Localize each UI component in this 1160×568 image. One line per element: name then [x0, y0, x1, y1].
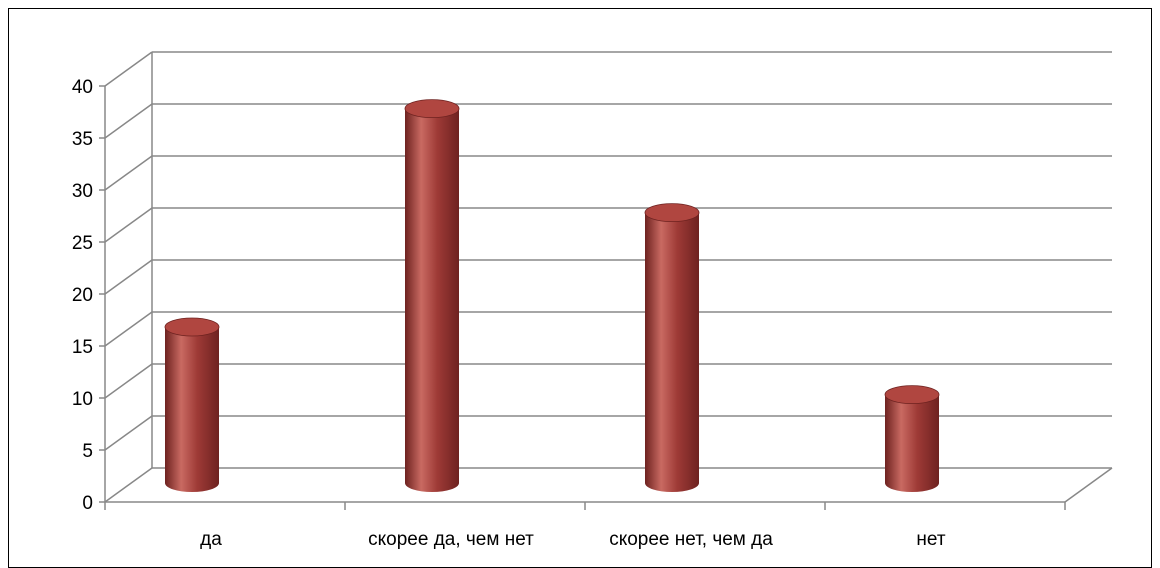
bar: [644, 203, 700, 492]
floor-edge: [1064, 467, 1113, 503]
bar-top: [884, 385, 940, 405]
gridline-side: [104, 311, 153, 347]
gridline-side: [104, 155, 153, 191]
bar: [884, 385, 940, 492]
bar-body: [405, 108, 459, 492]
bar-body: [165, 327, 219, 492]
y-tick-label: 0: [82, 493, 93, 514]
bars-layer: [164, 99, 940, 492]
x-category-label: да: [200, 529, 222, 550]
bar-body: [645, 212, 699, 492]
bar-top: [644, 203, 700, 223]
y-tick-label: 40: [72, 77, 93, 98]
x-category-label: скорее нет, чем да: [609, 529, 773, 550]
grid-layer: [104, 51, 1112, 503]
gridline-side: [104, 259, 153, 295]
y-tick-label: 5: [82, 441, 93, 462]
bar: [404, 99, 460, 492]
y-tick-label: 15: [72, 337, 93, 358]
gridline-side: [104, 363, 153, 399]
x-category-label: нет: [916, 529, 945, 550]
y-tick-label: 35: [72, 129, 93, 150]
y-tick-label: 20: [72, 285, 93, 306]
gridline-side: [104, 51, 153, 87]
axis-layer: [99, 85, 1113, 510]
x-category-label: скорее да, чем нет: [368, 529, 534, 550]
bar-top: [164, 317, 220, 337]
gridline-side: [104, 467, 153, 503]
y-tick-label: 25: [72, 233, 93, 254]
gridline-side: [104, 207, 153, 243]
gridline-side: [104, 103, 153, 139]
labels-layer: 0 5 10 15 20 25 30 35 40 да скорее да, чем нет скор…: [72, 77, 946, 550]
bar-body: [885, 394, 939, 492]
bar: [164, 317, 220, 492]
gridline-side: [104, 415, 153, 451]
bar-top: [404, 99, 460, 118]
y-tick-label: 10: [72, 389, 93, 410]
y-tick-label: 30: [72, 181, 93, 202]
